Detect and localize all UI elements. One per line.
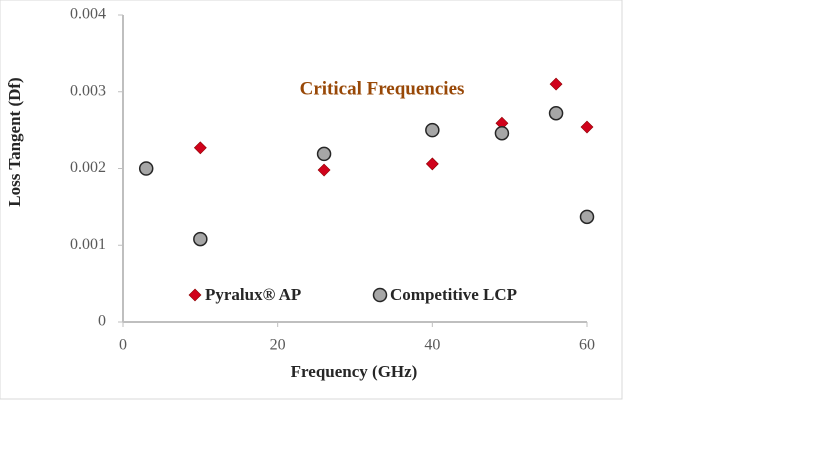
legend-label: Pyralux® AP: [205, 285, 301, 304]
legend-label: Competitive LCP: [390, 285, 517, 304]
legend-marker: [188, 288, 202, 302]
y-tick-label: 0.003: [70, 82, 106, 99]
circle-marker: [316, 146, 332, 162]
circle-marker: [193, 231, 208, 247]
x-tick-label: 60: [579, 337, 595, 354]
chart-title: Critical Frequencies: [300, 78, 465, 99]
circle-marker: [548, 105, 564, 121]
circle-marker: [494, 125, 510, 141]
diamond-marker: [193, 141, 207, 155]
y-tick-label: 0.001: [70, 236, 106, 253]
circle-marker: [138, 161, 154, 176]
diamond-marker: [549, 77, 563, 91]
x-tick-label: 0: [119, 337, 127, 354]
diamond-marker: [425, 157, 439, 171]
x-axis-label: Frequency (GHz): [291, 362, 418, 381]
circle-marker: [579, 209, 595, 225]
diamond-marker: [317, 163, 331, 177]
circle-marker: [425, 122, 440, 138]
x-tick-label: 40: [424, 337, 440, 354]
y-tick-label: 0.004: [70, 6, 106, 23]
legend-marker: [372, 287, 388, 303]
diamond-marker: [580, 120, 594, 134]
y-tick-label: 0: [98, 313, 106, 330]
y-axis-label: Loss Tangent (Df): [5, 77, 24, 206]
y-tick-label: 0.002: [70, 159, 106, 176]
x-tick-label: 20: [270, 337, 286, 354]
chart-area: [0, 0, 623, 400]
